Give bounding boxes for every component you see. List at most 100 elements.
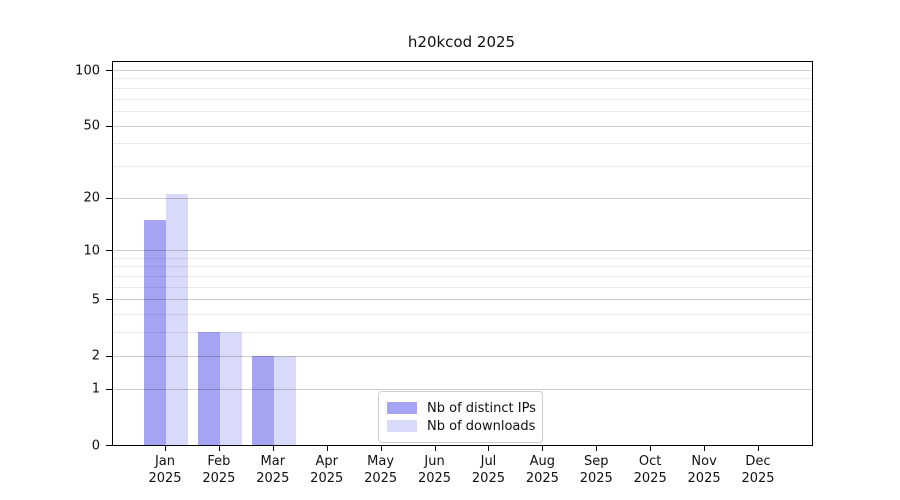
gridline-major (113, 125, 812, 127)
gridline-minor (113, 78, 812, 80)
y-tick-mark (106, 445, 112, 446)
gridline-major (113, 299, 812, 301)
x-tick-month: Apr (315, 454, 338, 469)
legend-item: Nb of distinct IPs (387, 400, 536, 416)
gridline-minor (113, 314, 812, 316)
y-tick-mark (106, 197, 112, 199)
x-tick-mark (758, 446, 759, 451)
legend-swatch-distinct_ips (387, 402, 417, 414)
x-tick-year: 2025 (310, 471, 344, 486)
x-tick-mark (488, 446, 490, 451)
x-tick-month: Nov (691, 454, 717, 469)
x-tick-mark (542, 446, 544, 451)
x-tick-label-may: May 2025 (351, 453, 411, 487)
y-tick-label: 10 (83, 243, 100, 259)
gridline-minor (113, 266, 812, 268)
x-tick-label-jul: Jul 2025 (458, 453, 518, 487)
gridline-minor (113, 332, 812, 334)
x-tick-mark (218, 446, 220, 451)
gridline-minor (113, 257, 812, 259)
x-tick-label-dec: Dec 2025 (728, 453, 788, 487)
y-tick-label: 2 (91, 348, 100, 364)
y-tick-mark (106, 250, 112, 252)
x-tick-month: Jul (480, 454, 497, 469)
x-tick-mark (650, 446, 652, 451)
legend-label: Nb of distinct IPs (427, 400, 536, 416)
x-tick-year: 2025 (525, 471, 559, 486)
bar-downloads-feb (219, 332, 242, 445)
x-tick-label-feb: Feb 2025 (189, 453, 249, 487)
x-tick-year: 2025 (417, 471, 452, 486)
x-tick-month: Oct (638, 454, 662, 469)
gridline-minor (113, 87, 812, 89)
gridline-major (113, 355, 812, 357)
x-tick-mark (165, 446, 166, 451)
y-tick-mark (106, 70, 112, 71)
x-tick-mark (704, 446, 706, 451)
bar-distinct_ips-jan (144, 219, 166, 445)
gridline-minor (113, 143, 812, 145)
chart-title: h20kcod 2025 (407, 33, 516, 51)
x-tick-year: 2025 (687, 471, 721, 486)
gridline-major (113, 197, 812, 199)
y-tick-mark (106, 388, 112, 390)
x-tick-month: Dec (745, 454, 771, 469)
x-tick-year: 2025 (364, 471, 398, 486)
x-tick-year: 2025 (579, 471, 613, 486)
x-tick-month: May (367, 454, 395, 469)
x-tick-mark (326, 446, 328, 451)
x-tick-label-mar: Mar 2025 (243, 453, 303, 487)
x-tick-label-aug: Aug 2025 (512, 453, 572, 487)
legend-swatch-downloads (387, 420, 417, 432)
x-tick-year: 2025 (148, 471, 182, 486)
x-tick-mark (434, 446, 436, 451)
y-tick-label: 5 (91, 292, 100, 308)
x-tick-month: Aug (529, 454, 556, 469)
x-tick-label-nov: Nov 2025 (674, 453, 734, 487)
x-tick-month: Sep (584, 454, 609, 469)
bar-downloads-jan (166, 193, 188, 445)
y-tick-label: 1 (91, 381, 100, 397)
legend: Nb of distinct IPs Nb of downloads (378, 391, 543, 443)
x-tick-mark (272, 446, 274, 451)
x-tick-year: 2025 (256, 471, 290, 486)
y-tick-label: 20 (83, 190, 100, 206)
gridline-minor (113, 110, 812, 112)
gridline-minor (113, 276, 812, 278)
bar-distinct_ips-feb (197, 332, 220, 445)
y-tick-label: 0 (91, 438, 100, 453)
x-tick-month: Jun (424, 454, 445, 469)
x-tick-month: Jan (154, 454, 176, 469)
y-tick-label: 100 (75, 63, 100, 78)
gridline-minor (113, 286, 812, 288)
plot-area (112, 61, 813, 446)
legend-item: Nb of downloads (387, 418, 536, 434)
x-tick-month: Feb (207, 454, 231, 469)
y-tick-label: 50 (83, 118, 100, 134)
gridline-major (113, 70, 812, 71)
x-tick-year: 2025 (741, 471, 775, 486)
x-tick-year: 2025 (633, 471, 667, 486)
bar-downloads-mar (273, 355, 296, 445)
y-tick-mark (106, 125, 112, 127)
x-tick-mark (596, 446, 598, 451)
x-axis: Jan 2025 Feb 2025 Mar 2025 Apr 2025 May 2025 Jun 20… (112, 446, 811, 496)
gridline-major (113, 388, 812, 390)
y-axis: 0 1 2 5 10 20 50 100 (0, 61, 112, 453)
y-tick-mark (106, 355, 112, 357)
gridline-minor (113, 98, 812, 100)
gridline-major (113, 250, 812, 252)
x-tick-label-apr: Apr 2025 (297, 453, 357, 487)
legend-label: Nb of downloads (427, 418, 536, 434)
x-tick-label-sep: Sep 2025 (566, 453, 626, 487)
y-tick-mark (106, 299, 112, 301)
x-tick-year: 2025 (202, 471, 236, 486)
x-tick-mark (380, 446, 382, 451)
x-tick-label-jun: Jun 2025 (405, 453, 465, 487)
x-tick-month: Mar (260, 454, 286, 469)
x-tick-year: 2025 (471, 471, 505, 486)
x-tick-label-jan: Jan 2025 (135, 453, 195, 487)
x-tick-label-oct: Oct 2025 (620, 453, 680, 487)
bar-distinct_ips-mar (251, 355, 274, 445)
